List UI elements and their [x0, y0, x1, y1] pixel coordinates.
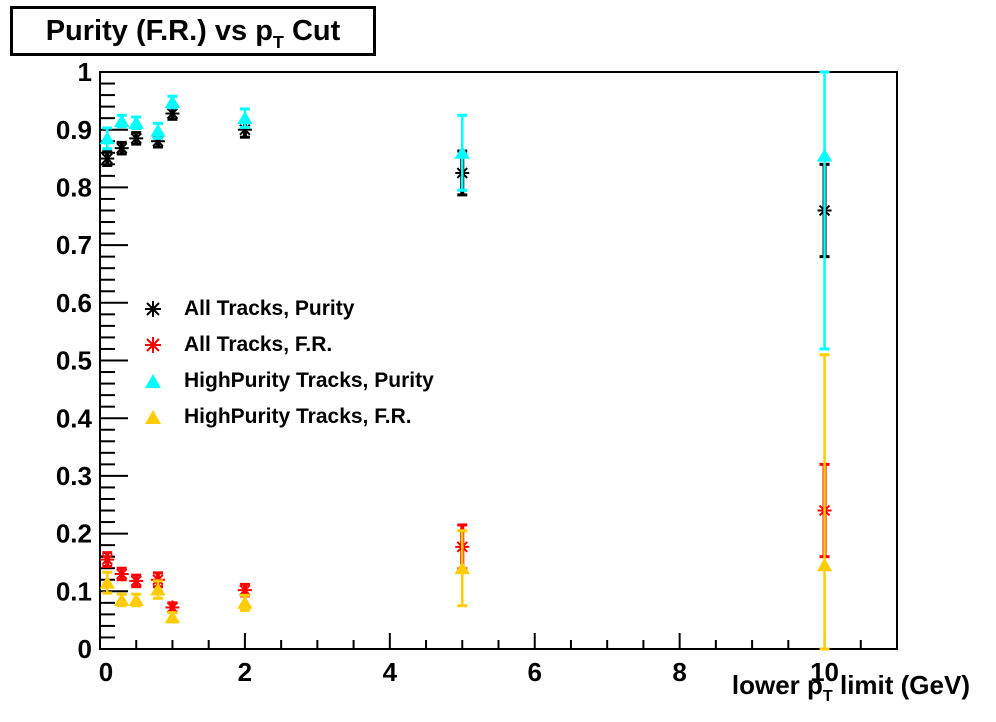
marker-asterisk: [130, 132, 142, 145]
marker-triangle: [150, 582, 166, 596]
marker-triangle: [114, 592, 130, 606]
asterisk-marker-icon: [136, 298, 170, 320]
marker-asterisk: [130, 575, 142, 587]
legend-item: All Tracks, F.R.: [136, 327, 434, 363]
x-tick-label: 4: [383, 657, 398, 687]
marker-triangle: [114, 114, 130, 127]
y-tick-label: 0.4: [56, 403, 93, 433]
x-tick-label: 6: [527, 657, 541, 687]
triangle-marker-icon: [136, 406, 170, 428]
legend-label: All Tracks, Purity: [184, 297, 355, 320]
page-title: Purity (F.R.) vs pT Cut: [45, 14, 341, 52]
marker-triangle: [128, 115, 144, 129]
x-tick-label: 2: [238, 657, 252, 687]
marker-triangle: [237, 595, 253, 609]
x-axis-title: lower pT limit (GeV): [731, 670, 970, 706]
marker-triangle: [816, 148, 833, 162]
marker-triangle: [454, 561, 470, 575]
marker-triangle: [164, 610, 181, 624]
triangle-marker-icon: [136, 370, 170, 392]
marker-triangle: [150, 123, 166, 137]
legend: All Tracks, Purity All Tracks, F.R. HighPu…: [136, 291, 434, 435]
marker-asterisk: [166, 107, 179, 120]
marker-asterisk: [101, 553, 113, 566]
marker-triangle: [128, 592, 144, 606]
y-tick-label: 1: [78, 57, 92, 87]
x-tick-label: 8: [672, 657, 686, 687]
marker-triangle: [164, 95, 181, 108]
marker-asterisk: [116, 568, 128, 580]
legend-item: HighPurity Tracks, F.R.: [136, 399, 434, 435]
y-tick-label: 0.3: [56, 461, 92, 491]
marker-asterisk: [239, 584, 251, 596]
marker-asterisk: [116, 142, 128, 154]
x-tick-label: 10: [810, 657, 839, 687]
marker-asterisk: [101, 152, 113, 165]
y-tick-label: 0.1: [56, 576, 92, 606]
y-tick-label: 0.7: [56, 230, 92, 260]
marker-triangle: [99, 131, 115, 145]
x-tick-label: 0: [99, 657, 113, 687]
title-subscript: T: [272, 31, 284, 52]
legend-item: HighPurity Tracks, Purity: [136, 363, 434, 399]
legend-item: All Tracks, Purity: [136, 291, 434, 327]
y-tick-label: 0: [78, 634, 92, 664]
y-tick-label: 0.5: [56, 346, 92, 376]
legend-label: HighPurity Tracks, F.R.: [184, 405, 412, 428]
marker-triangle: [99, 575, 115, 589]
marker-asterisk: [166, 601, 179, 614]
marker-triangle: [454, 145, 470, 159]
y-tick-label: 0.6: [56, 288, 92, 318]
y-tick-label: 0.8: [56, 173, 92, 203]
y-tick-label: 0.2: [56, 519, 92, 549]
marker-triangle: [816, 558, 833, 572]
legend-label: All Tracks, F.R.: [184, 333, 333, 356]
x-axis-title-subscript: T: [822, 687, 833, 706]
title-box: Purity (F.R.) vs pT Cut: [10, 6, 376, 56]
legend-label: HighPurity Tracks, Purity: [184, 369, 434, 392]
asterisk-marker-icon: [136, 334, 170, 356]
y-tick-label: 0.9: [56, 115, 92, 145]
marker-triangle: [237, 111, 253, 125]
